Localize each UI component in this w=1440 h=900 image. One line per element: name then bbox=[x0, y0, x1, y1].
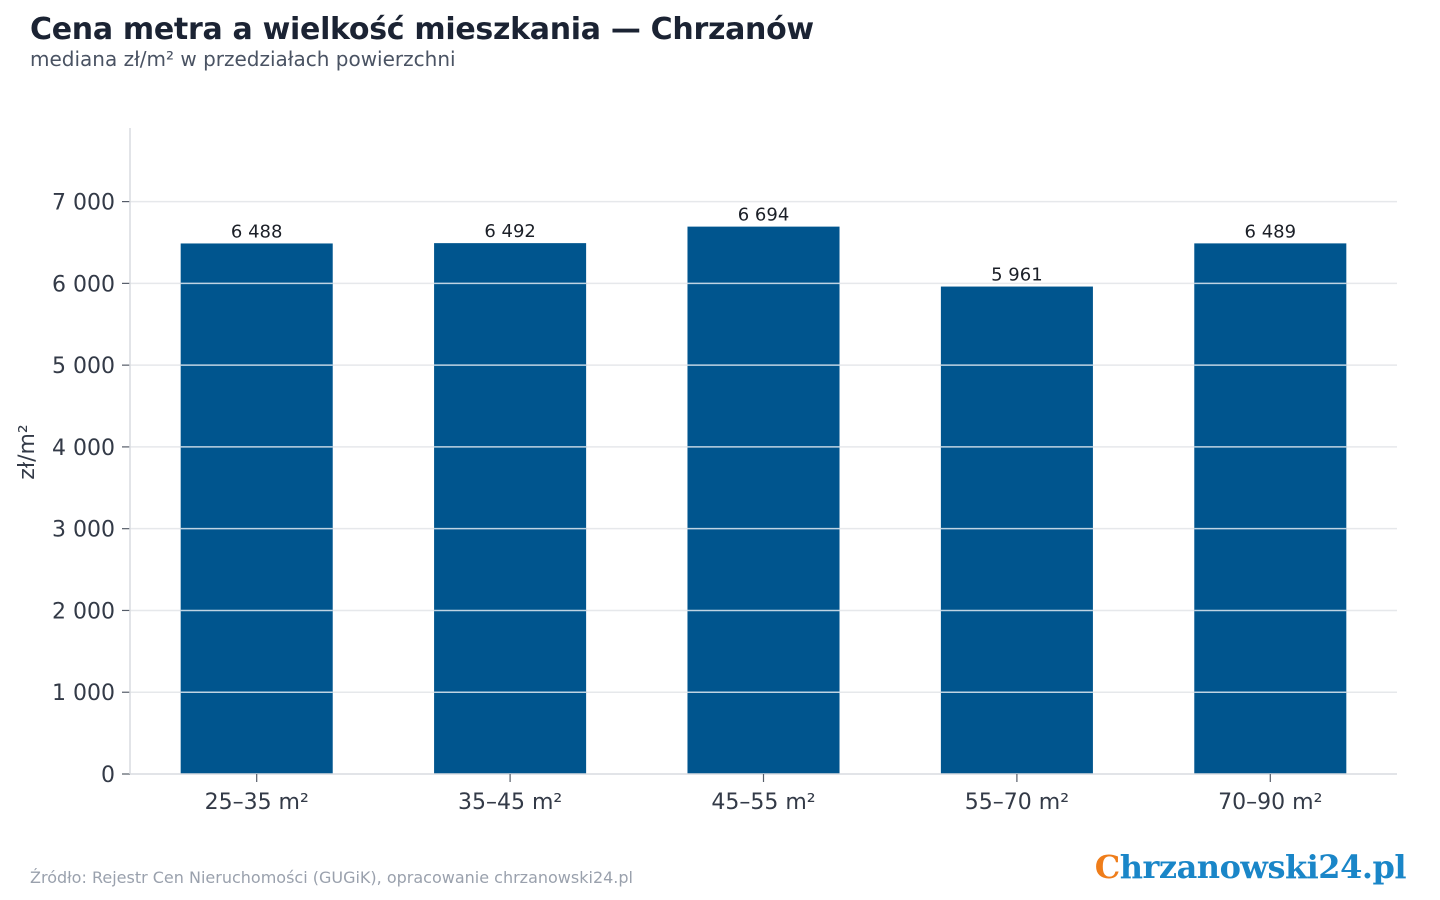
x-tick-label: 35–45 m² bbox=[458, 790, 562, 815]
data-label: 6 492 bbox=[484, 221, 536, 242]
bar bbox=[434, 243, 587, 774]
data-labels: 6 488 6 492 6 694 5 961 6 489 bbox=[231, 205, 1296, 286]
data-label: 6 488 bbox=[231, 221, 283, 242]
data-label: 5 961 bbox=[991, 265, 1043, 286]
source-note: Źródło: Rejestr Cen Nieruchomości (GUGiK… bbox=[30, 868, 633, 887]
y-tick-label: 6 000 bbox=[52, 272, 115, 297]
logo-text: hrzanowski24.pl bbox=[1119, 848, 1407, 886]
bars bbox=[180, 226, 1347, 775]
y-tick-label: 2 000 bbox=[52, 599, 115, 624]
y-axis-title: zł/m² bbox=[15, 424, 40, 479]
axes: 0 1 000 2 000 3 000 4 000 5 000 6 000 7 000 25–3… bbox=[52, 128, 1397, 815]
y-tick-label: 7 000 bbox=[52, 191, 115, 216]
x-tick-label: 70–90 m² bbox=[1218, 790, 1322, 815]
x-tick-label: 55–70 m² bbox=[965, 790, 1069, 815]
y-tick-label: 3 000 bbox=[52, 518, 115, 543]
bar bbox=[180, 243, 333, 774]
y-tick-label: 4 000 bbox=[52, 436, 115, 461]
logo-initial: C bbox=[1094, 848, 1120, 886]
bar bbox=[687, 226, 840, 775]
x-tick-label: 45–55 m² bbox=[711, 790, 815, 815]
x-tick-label: 25–35 m² bbox=[205, 790, 309, 815]
data-label: 6 694 bbox=[738, 205, 790, 226]
y-tick-label: 5 000 bbox=[52, 354, 115, 379]
chart-subtitle: mediana zł/m² w przedziałach powierzchni bbox=[30, 47, 456, 71]
data-label: 6 489 bbox=[1245, 221, 1297, 242]
bar bbox=[940, 286, 1093, 774]
chart-title: Cena metra a wielkość mieszkania — Chrza… bbox=[30, 12, 814, 47]
site-logo[interactable]: Chrzanowski24.pl bbox=[1094, 848, 1407, 886]
y-tick-label: 1 000 bbox=[52, 681, 115, 706]
y-tick-label: 0 bbox=[101, 763, 115, 788]
bar bbox=[1194, 243, 1347, 775]
